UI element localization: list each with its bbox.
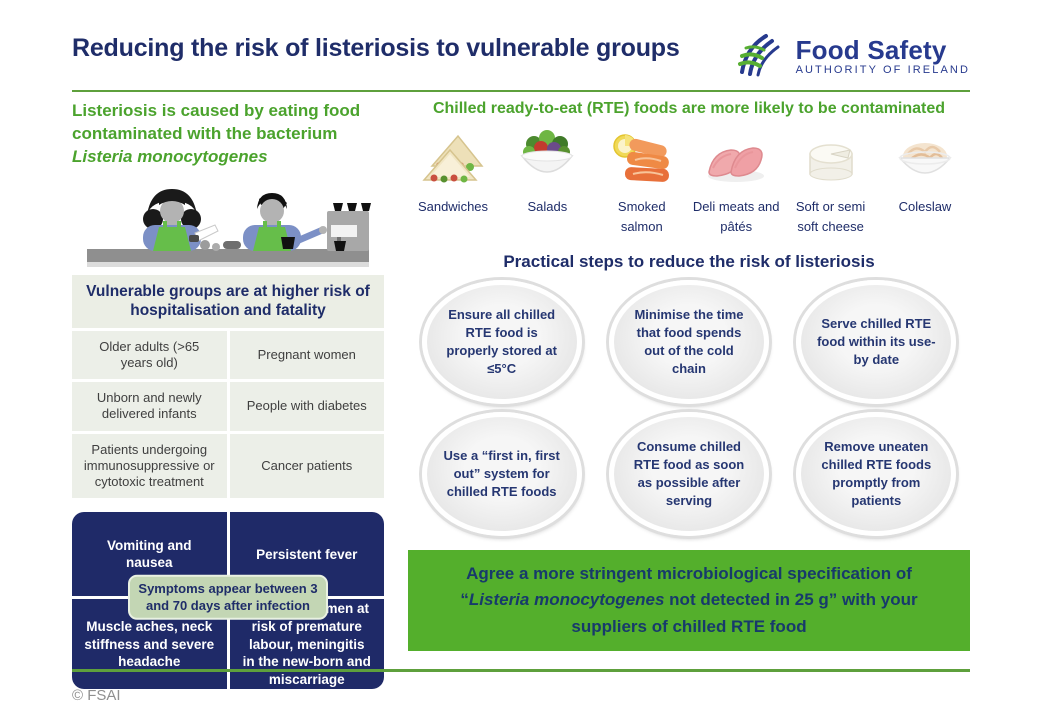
step-bubble: Minimise the time that food spends out o…	[608, 280, 769, 404]
step-bubble: Serve chilled RTE food within its use-by…	[796, 280, 957, 404]
rte-foods-row: Sandwiches Salads	[408, 128, 970, 236]
table-cell: Patients undergoing immunosuppressive or…	[72, 433, 227, 499]
footer-divider	[72, 669, 970, 672]
step-bubble: Use a “first in, first out” system for c…	[421, 412, 582, 536]
food-label: Sandwiches	[417, 199, 489, 214]
food-workers-illustration	[87, 188, 371, 267]
right-column: Chilled ready-to-eat (RTE) foods are mor…	[408, 100, 970, 689]
vulnerable-table-body: Older adults (>65 years old) Pregnant wo…	[72, 330, 384, 499]
food-label: Coleslaw	[898, 199, 952, 214]
agree-italic: Listeria monocytogenes	[468, 590, 665, 610]
vulnerable-table-header: Vulnerable groups are at higher risk of …	[72, 274, 384, 328]
agree-part1: Agree a more stringent microbiological s…	[460, 564, 912, 610]
fsai-swirl-icon	[736, 28, 788, 83]
fsai-logo-text: Food Safety AUTHORITY OF IRELAND	[796, 35, 970, 76]
page-title: Reducing the risk of listeriosis to vuln…	[72, 34, 680, 62]
copyright-text: © FSAI	[72, 687, 121, 704]
logo-line1: Food Safety	[795, 35, 947, 65]
soft-cheese-image	[808, 144, 853, 181]
header-divider	[72, 90, 970, 92]
intro-italic: Listeria monocytogenes	[72, 146, 268, 166]
supplier-specification-banner: Agree a more stringent microbiological s…	[408, 550, 970, 652]
table-cell: People with diabetes	[229, 382, 384, 431]
symptoms-panel: Vomiting and nausea Persistent fever Mus…	[72, 512, 384, 690]
salad-image	[520, 130, 574, 173]
header: Reducing the risk of listeriosis to vuln…	[72, 26, 970, 83]
food-item: Soft or semi soft cheese	[786, 128, 876, 236]
coleslaw-image	[898, 143, 952, 174]
food-item: Salads	[502, 128, 592, 236]
food-item: Coleslaw	[880, 128, 970, 236]
smoked-salmon-image	[613, 134, 669, 182]
food-item: Deli meats and pâtés	[691, 128, 781, 236]
sandwich-image	[422, 134, 484, 183]
step-bubble: Remove uneaten chilled RTE foods promptl…	[796, 412, 957, 536]
table-cell: Unborn and newly delivered infants	[72, 382, 227, 431]
food-label: Soft or semi soft cheese	[795, 199, 866, 234]
intro-text: Listeriosis is caused by eating food con…	[72, 100, 384, 169]
rte-heading: Chilled ready-to-eat (RTE) foods are mor…	[432, 100, 946, 117]
practical-steps-ovals: Ensure all chilled RTE food is properly …	[408, 280, 970, 536]
food-label: Smoked salmon	[617, 199, 666, 234]
intro-plain: Listeriosis is caused by eating food con…	[72, 101, 361, 143]
logo-line2: AUTHORITY OF IRELAND	[795, 64, 970, 76]
left-column: Listeriosis is caused by eating food con…	[72, 100, 384, 690]
symptoms-timing-note: Symptoms appear between 3 and 70 days af…	[128, 575, 328, 620]
main-content: Listeriosis is caused by eating food con…	[72, 100, 970, 690]
food-label: Deli meats and pâtés	[692, 199, 780, 234]
table-cell: Older adults (>65 years old)	[72, 330, 227, 380]
agree-part2: not detected in 25 g” with your supplier…	[571, 590, 918, 636]
practical-steps-heading: Practical steps to reduce the risk of li…	[503, 252, 875, 271]
food-item: Sandwiches	[408, 128, 498, 236]
table-cell: Cancer patients	[229, 433, 384, 499]
deli-meats-image	[708, 147, 765, 182]
vulnerable-groups-table: Vulnerable groups are at higher risk of …	[72, 274, 384, 499]
fsai-logo: Food Safety AUTHORITY OF IRELAND	[736, 26, 970, 83]
food-label: Salads	[527, 199, 568, 214]
step-bubble: Ensure all chilled RTE food is properly …	[421, 280, 582, 404]
step-bubble: Consume chilled RTE food as soon as poss…	[608, 412, 769, 536]
food-item: Smoked salmon	[597, 128, 687, 236]
table-cell: Pregnant women	[229, 330, 384, 380]
